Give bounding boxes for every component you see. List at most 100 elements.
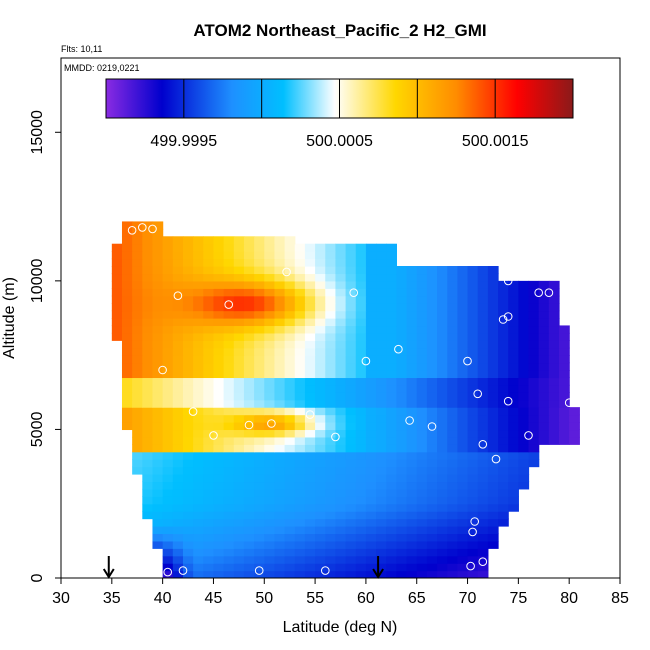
heatmap-cell [376,407,387,416]
heatmap-cell [487,436,499,445]
heatmap-cell [518,362,530,371]
heatmap-cell [457,295,469,304]
heatmap-cell [376,570,387,578]
heatmap-cell [345,496,357,505]
heatmap-cell [274,392,286,401]
heatmap-cell [386,570,397,578]
heatmap-cell [345,444,357,453]
heatmap-cell [396,332,408,341]
heatmap-cell [569,436,580,445]
heatmap-cell [284,325,296,334]
heatmap-cell [355,474,367,483]
heatmap-cell [172,355,184,364]
heatmap-cell [325,325,337,334]
heatmap-cell [335,511,347,520]
heatmap-cell [172,496,184,505]
heatmap-cell [142,466,154,475]
heatmap-cell [223,295,235,304]
heatmap-cell [274,332,286,341]
heatmap-cell [294,310,306,319]
heatmap-cell [396,496,408,505]
heatmap-cell [264,355,276,364]
heatmap-cell [487,518,499,527]
heatmap-cell [477,451,489,460]
heatmap-cell [182,570,194,578]
heatmap-cell [325,332,337,341]
heatmap-cell [548,355,560,364]
heatmap-cell [365,347,377,356]
heatmap-cell [538,325,550,334]
heatmap-cell [447,325,458,334]
flights-label: Flts: 10,11 [61,44,102,54]
heatmap-cell [172,429,184,438]
heatmap-cell [223,347,235,356]
heatmap-cell [274,288,286,297]
heatmap-cell [416,355,428,364]
heatmap-cell [304,377,316,386]
heatmap-cell [437,414,448,423]
heatmap-cell [426,488,438,497]
heatmap-cell [294,332,306,341]
heatmap-cell [528,377,540,386]
heatmap-cell [152,273,164,282]
heatmap-cell [335,459,347,468]
observation-point [524,431,533,440]
heatmap-cell [498,488,509,497]
heatmap-cell [254,474,265,483]
heatmap-cell [284,444,296,453]
heatmap-cell [365,288,377,297]
heatmap-cell [508,340,519,349]
heatmap-cell [426,266,438,275]
heatmap-cell [335,548,347,557]
heatmap-cell [559,370,570,379]
heatmap-cell [121,384,133,393]
heatmap-cell [325,540,337,549]
heatmap-cell [416,518,428,527]
heatmap-cell [396,540,408,549]
heatmap-cell [233,258,245,267]
heatmap-cell [132,258,143,267]
heatmap-cell [518,392,530,401]
heatmap-cell [315,436,326,445]
heatmap-cell [365,570,377,578]
observation-point [331,432,340,442]
heatmap-cell [172,533,184,542]
heatmap-cell [416,474,428,483]
heatmap-cell [182,526,194,535]
heatmap-cell [437,273,448,282]
heatmap-cell [376,355,387,364]
heatmap-cell [274,384,286,393]
heatmap-cell [386,332,397,341]
heatmap-cell [132,399,143,408]
heatmap-cell [335,540,347,549]
heatmap-cell [315,288,326,297]
heatmap-cell [233,318,245,327]
heatmap-cell [284,496,296,505]
heatmap-cell [274,459,286,468]
heatmap-cell [325,436,337,445]
heatmap-cell [355,266,367,275]
heatmap-cell [416,303,428,312]
heatmap-cell [121,370,133,379]
heatmap-cell [447,310,458,319]
heatmap-cell [487,488,499,497]
heatmap-cell [254,362,265,371]
heatmap-cell [304,370,316,379]
heatmap-cell [284,518,296,527]
heatmap-cell [223,325,235,334]
heatmap-cell [467,555,479,564]
heatmap-cell [477,474,489,483]
heatmap-cell [447,474,458,483]
heatmap-cell [264,414,276,423]
heatmap-cell [162,340,174,349]
heatmap-cell [152,243,164,252]
heatmap-cell [498,459,509,468]
heatmap-cell [304,444,316,453]
heatmap-cell [304,355,316,364]
heatmap-cell [243,399,255,408]
x-tick-label: 55 [306,590,324,607]
heatmap-cell [274,273,286,282]
heatmap-cell [294,488,306,497]
heatmap-cell [355,280,367,289]
heatmap-cell [396,280,408,289]
